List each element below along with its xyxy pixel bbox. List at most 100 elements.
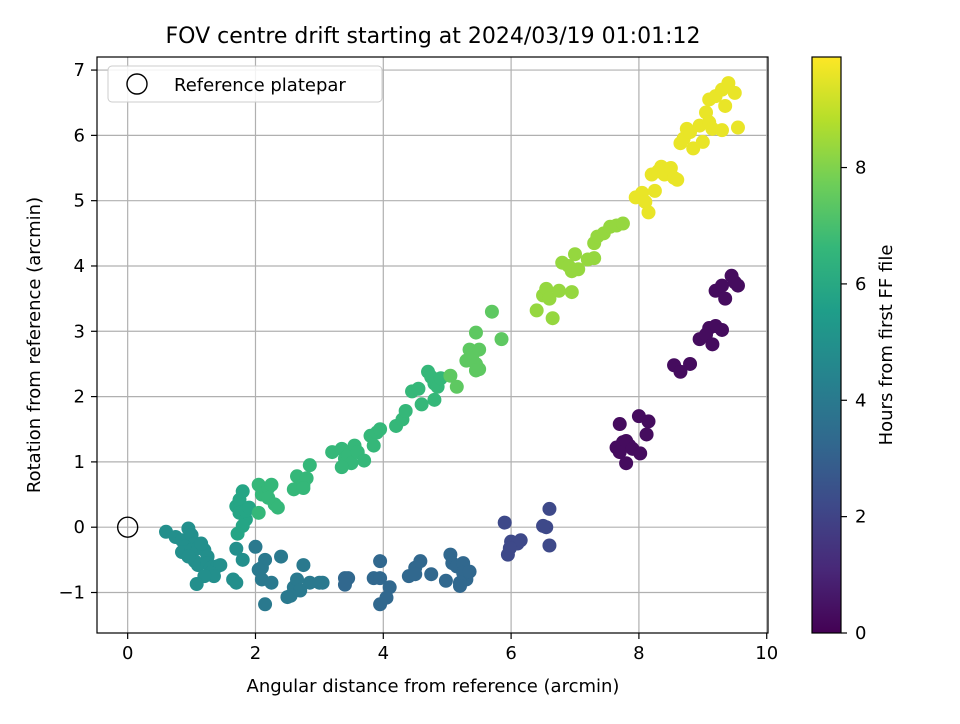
colorbar-label: Hours from first FF file — [876, 245, 897, 446]
data-point — [513, 533, 528, 548]
y-tick-label: 1 — [74, 452, 85, 473]
data-point — [695, 134, 710, 149]
data-point — [315, 575, 330, 590]
data-point — [302, 458, 317, 473]
colorbar-tick-label: 2 — [855, 507, 866, 528]
data-point — [264, 575, 279, 590]
y-tick-label: 6 — [74, 125, 85, 146]
y-tick-label: 2 — [74, 387, 85, 408]
data-point — [670, 172, 685, 187]
axis-ticks: 0 2 4 6 8 10 −1 0 1 2 3 4 5 6 7 — [58, 60, 778, 664]
data-point — [647, 183, 662, 198]
data-point — [472, 342, 487, 357]
y-tick-label: 7 — [74, 60, 85, 81]
colorbar-tick-label: 6 — [855, 274, 866, 295]
data-point — [619, 456, 634, 471]
data-point — [542, 291, 557, 306]
data-point — [542, 501, 557, 516]
legend: Reference platepar — [107, 65, 383, 103]
data-point — [251, 505, 266, 520]
data-point — [673, 364, 688, 379]
data-point — [571, 262, 586, 277]
data-point — [334, 460, 349, 475]
data-point — [545, 311, 560, 326]
data-point — [727, 275, 742, 290]
data-point — [373, 554, 388, 569]
data-point — [413, 554, 428, 569]
data-point — [615, 216, 630, 231]
data-point — [373, 571, 388, 586]
data-point — [502, 541, 517, 556]
data-point — [230, 526, 245, 541]
data-point — [229, 541, 244, 556]
chart-title: FOV centre drift starting at 2024/03/19 … — [166, 24, 701, 49]
data-point — [552, 283, 567, 298]
y-tick-label: 0 — [74, 517, 85, 538]
data-point — [337, 577, 352, 592]
data-point — [296, 558, 311, 573]
data-point — [424, 567, 439, 582]
data-point — [443, 368, 458, 383]
data-point — [235, 552, 250, 567]
y-tick-label: 4 — [74, 256, 85, 277]
data-point — [357, 453, 372, 468]
data-point — [411, 381, 426, 396]
reference-platepar-marker — [116, 516, 139, 538]
data-point — [714, 123, 729, 138]
grid — [97, 57, 768, 633]
data-point — [258, 597, 273, 612]
data-point — [714, 322, 729, 337]
data-point — [274, 549, 289, 564]
data-point — [379, 590, 394, 605]
data-point — [206, 569, 221, 584]
data-point — [290, 572, 305, 587]
data-point — [296, 481, 311, 496]
data-point — [462, 564, 477, 579]
data-point — [612, 417, 627, 432]
data-points — [116, 76, 745, 612]
x-tick-label: 2 — [250, 643, 261, 664]
data-point — [727, 85, 742, 100]
data-point — [229, 575, 244, 590]
data-point — [730, 120, 745, 135]
x-tick-label: 0 — [122, 643, 133, 664]
data-point — [529, 303, 544, 318]
data-point — [714, 278, 729, 293]
data-point — [705, 337, 720, 352]
y-tick-label: 5 — [74, 191, 85, 212]
data-point — [270, 500, 285, 515]
x-tick-label: 8 — [633, 643, 644, 664]
legend-marker-icon — [126, 73, 148, 95]
data-point — [683, 356, 698, 371]
data-point — [718, 98, 733, 113]
data-point — [213, 558, 228, 573]
data-point — [468, 325, 483, 340]
colorbar-gradient — [811, 56, 842, 634]
y-tick-label: −1 — [58, 583, 85, 604]
data-point — [235, 484, 250, 499]
data-point — [568, 247, 583, 262]
legend-entry-reference: Reference platepar — [174, 75, 346, 96]
colorbar-tick-label: 4 — [855, 390, 866, 411]
data-point — [612, 445, 627, 460]
data-point — [373, 422, 388, 437]
data-point — [181, 549, 196, 564]
data-point — [587, 251, 602, 266]
data-point — [438, 573, 453, 588]
data-point — [398, 403, 413, 418]
data-point — [280, 590, 295, 605]
data-point — [494, 332, 509, 347]
data-point — [194, 536, 209, 551]
data-point — [484, 304, 499, 319]
data-point — [427, 392, 442, 407]
data-point — [641, 205, 656, 220]
data-point — [536, 518, 551, 533]
data-point — [641, 414, 656, 429]
data-point — [542, 538, 557, 553]
data-point — [414, 397, 429, 412]
data-point — [302, 575, 317, 590]
plot-frame — [96, 56, 769, 634]
x-tick-label: 4 — [378, 643, 389, 664]
data-point — [639, 427, 654, 442]
